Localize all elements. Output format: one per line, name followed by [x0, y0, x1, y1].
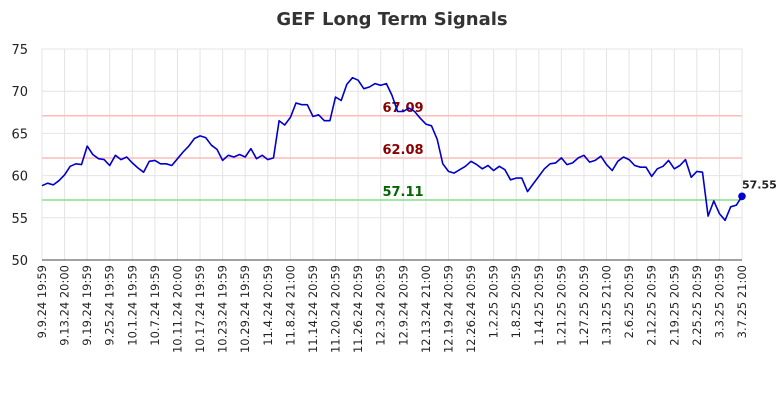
x-tick-label: 2.25.25 20:59 [690, 265, 704, 346]
x-tick-label: 12.9.24 20:59 [396, 265, 410, 346]
x-tick-label: 1.14.25 20:59 [532, 265, 546, 346]
x-axis: 9.9.24 19:59 9.13.24 20:00 9.19.24 19:59 9.… [35, 259, 749, 353]
last-point-marker [738, 192, 746, 201]
y-axis: 50 55 60 65 70 75 [11, 43, 28, 269]
x-tick-label: 2.19.25 20:59 [667, 265, 681, 346]
x-tick-label: 10.17.24 19:59 [193, 265, 207, 353]
x-tick-label: 1.8.25 20:59 [509, 265, 523, 338]
signal-levels: 67.09 62.08 57.11 [42, 101, 742, 201]
series-layer: 57.55 [41, 76, 777, 222]
x-tick-label: 11.14.24 20:59 [306, 265, 320, 353]
y-tick-label: 70 [11, 85, 28, 100]
x-tick-label: 9.13.24 20:00 [58, 265, 72, 346]
x-tick-label: 3.3.25 20:59 [712, 265, 726, 338]
last-point-label: 57.55 [742, 178, 777, 191]
y-tick-label: 65 [11, 127, 28, 142]
price-line [41, 76, 743, 222]
x-tick-label: 10.11.24 20:00 [170, 265, 184, 353]
x-tick-label: 2.12.25 20:59 [645, 265, 659, 346]
x-tick-label: 9.9.24 19:59 [35, 265, 49, 338]
chart-title: GEF Long Term Signals [276, 9, 507, 30]
x-tick-label: 10.29.24 19:59 [238, 265, 252, 353]
x-tick-label: 9.25.24 19:59 [103, 265, 117, 346]
x-tick-label: 10.7.24 19:59 [148, 265, 162, 346]
level-label-67.09: 67.09 [382, 101, 423, 116]
x-tick-label: 11.26.24 20:59 [351, 265, 365, 353]
x-tick-label: 1.27.25 20:59 [577, 265, 591, 346]
y-tick-label: 55 [11, 212, 28, 227]
x-tick-label: 1.21.25 20:59 [554, 265, 568, 346]
y-tick-label: 60 [11, 170, 28, 185]
x-tick-label: 12.3.24 20:59 [374, 265, 388, 346]
x-tick-label: 11.8.24 21:00 [283, 265, 297, 346]
x-tick-label: 1.2.25 20:59 [487, 265, 501, 338]
x-tick-label: 10.23.24 19:59 [216, 265, 230, 353]
x-tick-label: 3.7.25 21:00 [735, 265, 749, 338]
x-tick-label: 1.31.25 21:00 [600, 265, 614, 346]
level-label-62.08: 62.08 [382, 143, 423, 158]
x-tick-label: 11.4.24 20:59 [261, 265, 275, 346]
grid [41, 48, 743, 261]
x-tick-label: 2.6.25 20:59 [622, 265, 636, 338]
x-tick-label: 11.20.24 20:59 [329, 265, 343, 353]
y-tick-label: 75 [11, 43, 28, 58]
x-tick-label: 12.26.24 20:59 [464, 265, 478, 353]
x-tick-label: 10.1.24 19:59 [125, 265, 139, 346]
y-tick-label: 50 [11, 254, 28, 269]
x-tick-label: 9.19.24 19:59 [80, 265, 94, 346]
level-label-57.11: 57.11 [382, 185, 423, 200]
x-tick-label: 12.13.24 21:00 [419, 265, 433, 353]
x-tick-label: 12.19.24 20:59 [441, 265, 455, 353]
